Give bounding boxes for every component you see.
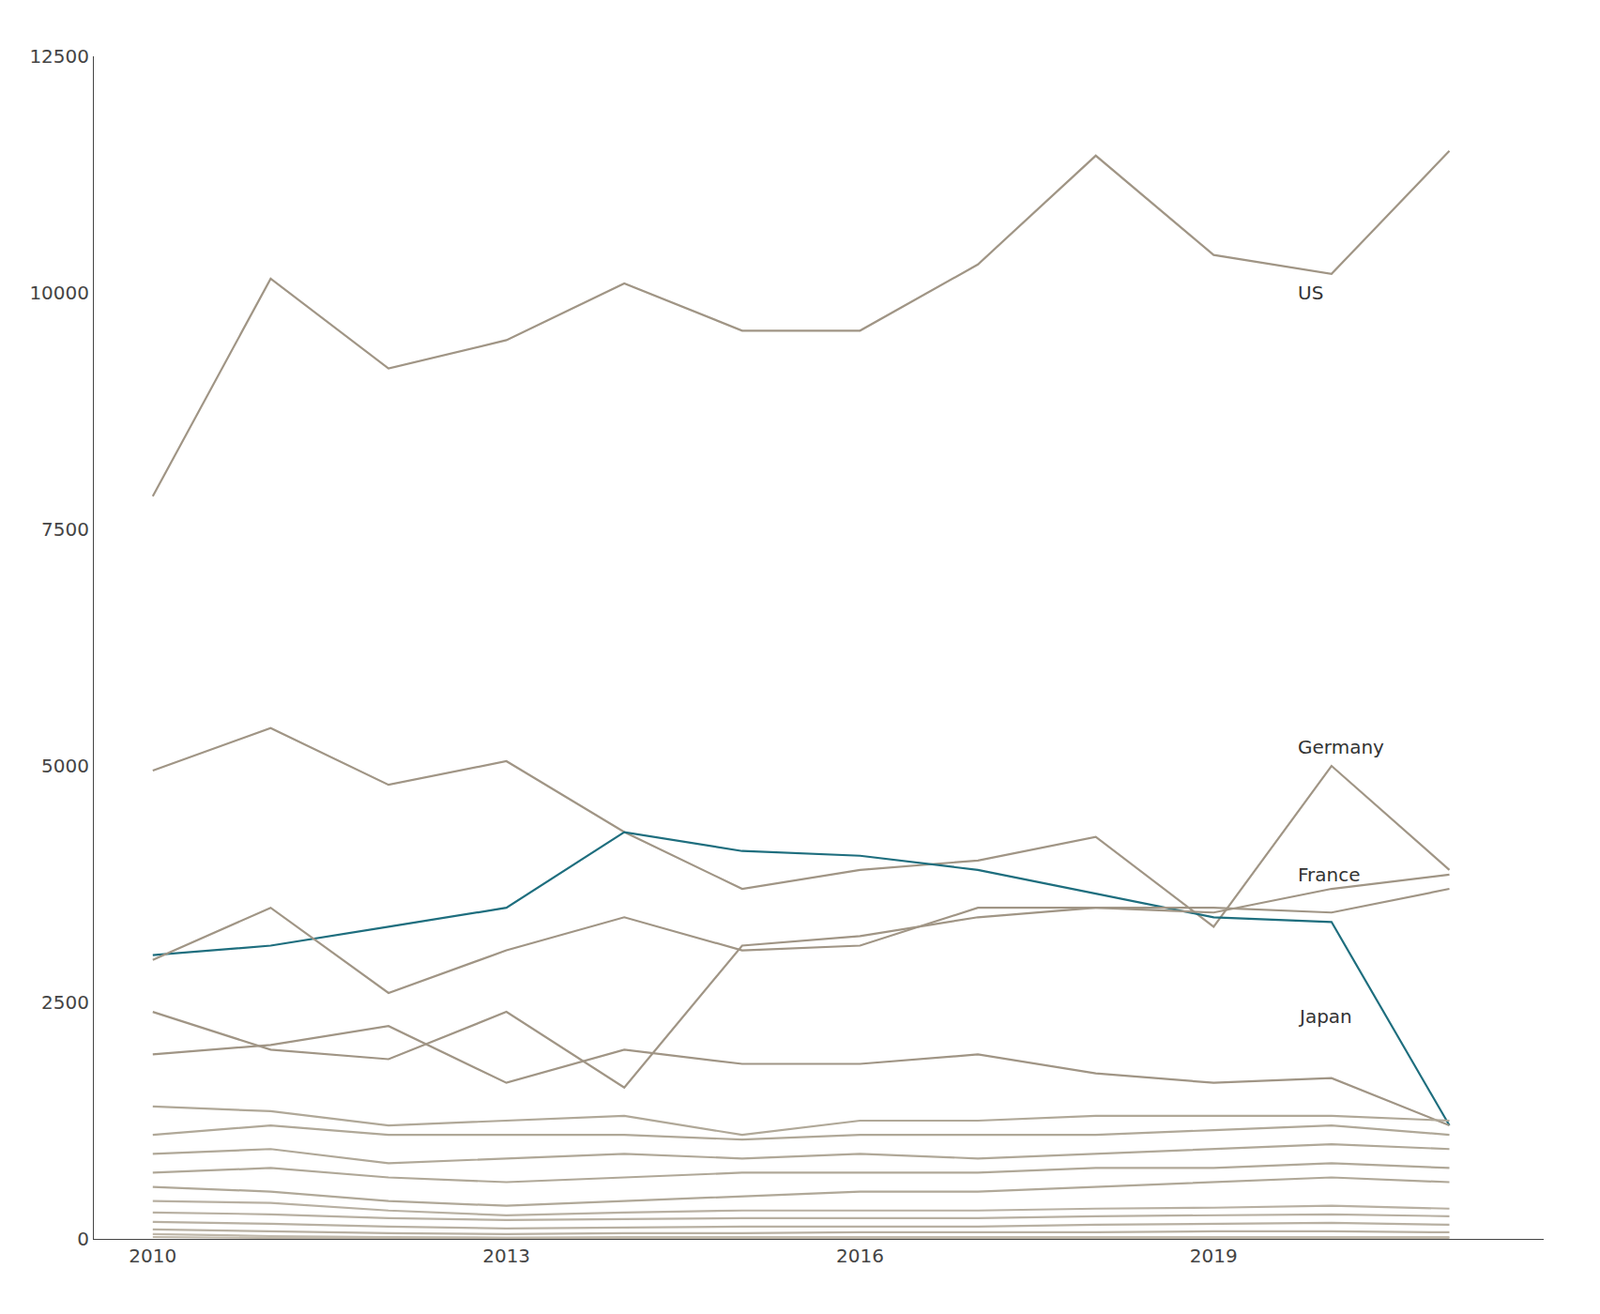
svg-text:10000: 10000	[29, 281, 90, 305]
svg-text:2019: 2019	[1189, 1244, 1238, 1267]
svg-text:2010: 2010	[128, 1244, 177, 1267]
svg-text:Japan: Japan	[1297, 1005, 1353, 1028]
svg-text:7500: 7500	[41, 518, 90, 541]
svg-text:Germany: Germany	[1297, 735, 1385, 759]
svg-text:5000: 5000	[41, 754, 90, 778]
svg-text:2500: 2500	[41, 990, 90, 1014]
svg-text:12500: 12500	[29, 45, 90, 68]
svg-text:0: 0	[76, 1227, 90, 1250]
svg-text:2016: 2016	[836, 1244, 884, 1267]
svg-text:2013: 2013	[482, 1244, 531, 1267]
svg-text:France: France	[1297, 863, 1361, 886]
svg-text:US: US	[1297, 281, 1324, 305]
